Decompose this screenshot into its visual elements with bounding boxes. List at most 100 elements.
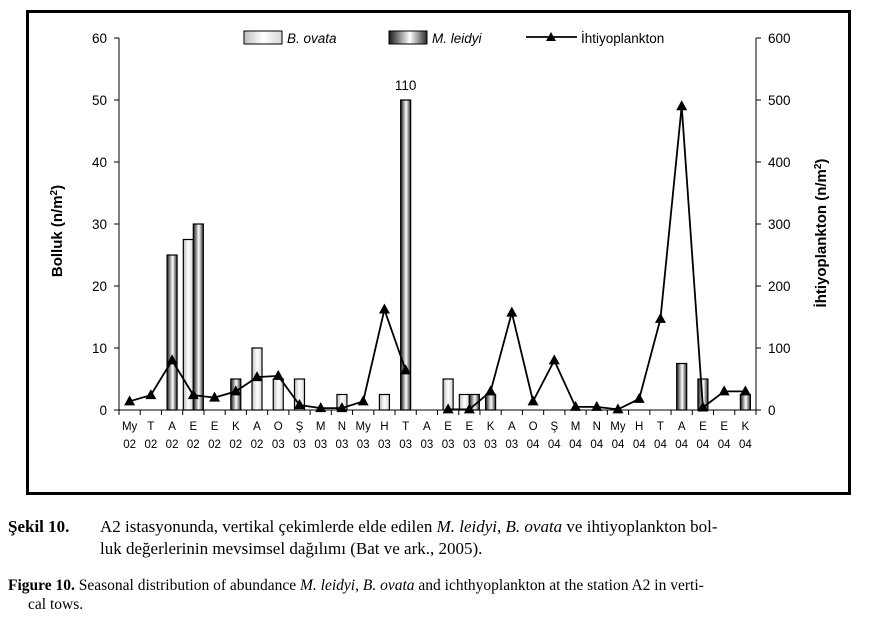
right-tick-label: 0	[768, 403, 776, 418]
point-ihtiyoplankton	[527, 395, 539, 406]
legend-marker-ihtiyoplankton	[546, 32, 556, 41]
caption-tr-text-2: ,	[497, 517, 506, 536]
point-ihtiyoplankton	[485, 385, 497, 396]
x-tick-label-month: E	[189, 421, 197, 433]
x-tick-label-year: 02	[187, 439, 200, 451]
x-tick-label-month: My	[356, 421, 372, 433]
point-ihtiyoplankton	[272, 369, 284, 380]
figure-frame: 0 10 20 30 40 50 60 0 100 200 300 400 500 600 My 02 T 02 A…	[26, 10, 851, 495]
x-tick-label-year: 03	[314, 439, 327, 451]
caption-turkish: Şekil 10. A2 istasyonunda, vertikal çekim…	[8, 516, 868, 560]
legend-label-b-ovata: B. ovata	[287, 31, 337, 46]
bar-m-leidyi	[739, 393, 751, 411]
caption-en-text-3: and ichthyoplankton at the station A2 in…	[414, 577, 704, 594]
x-tick-label-month: E	[699, 421, 707, 433]
caption-tr-species-1: M. leidyi	[436, 517, 498, 536]
bars-layer	[166, 99, 751, 411]
x-tick-label-year: 03	[336, 439, 349, 451]
legend-label-ihtiyoplankton: İhtiyoplankton	[581, 31, 664, 46]
point-ihtiyoplankton	[548, 354, 560, 365]
right-tick-label: 100	[768, 341, 791, 356]
x-tick-label-month: A	[253, 421, 261, 433]
right-tick-label: 500	[768, 93, 791, 108]
x-tick-label-year: 03	[463, 439, 476, 451]
x-tick-label-year: 04	[654, 439, 667, 451]
x-tick-label-year: 03	[505, 439, 518, 451]
point-ihtiyoplankton	[251, 371, 263, 382]
caption-tr-line-2: luk değerlerinin mevsimsel dağılımı (Bat…	[100, 539, 483, 558]
right-tick-label: 200	[768, 279, 791, 294]
x-tick-label-month: A	[508, 421, 516, 433]
bar-b-ovata	[272, 378, 284, 411]
x-tick-label-month: H	[635, 421, 643, 433]
x-tick-label-year: 03	[442, 439, 455, 451]
x-tick-label-month: O	[529, 421, 538, 433]
bar-m-leidyi	[192, 223, 204, 411]
x-tick-label-month: Ş	[296, 421, 304, 433]
x-tick-label-year: 02	[251, 439, 264, 451]
x-tick-label-month: A	[423, 421, 431, 433]
x-tick-label-year: 04	[675, 439, 688, 451]
bar-b-ovata	[293, 378, 306, 411]
bar-b-ovata	[378, 393, 391, 411]
x-tick-label-month: K	[232, 421, 240, 433]
point-ihtiyoplankton	[293, 399, 305, 410]
caption-en-line-2: cal tows.	[28, 596, 84, 613]
caption-en-species-1: M. leidyi	[300, 577, 356, 594]
x-tick-label-month: N	[593, 421, 601, 433]
x-tick-label-year: 04	[569, 439, 582, 451]
x-tick-label-month: T	[147, 421, 154, 433]
x-tick-label-month: T	[402, 421, 409, 433]
point-ihtiyoplankton	[187, 389, 199, 400]
x-tick-label-month: My	[610, 421, 626, 433]
x-tick-label-year: 02	[144, 439, 157, 451]
point-ihtiyoplankton	[612, 403, 624, 414]
point-ihtiyoplankton	[336, 402, 348, 413]
caption-english: Figure 10. Seasonal distribution of abun…	[8, 576, 868, 614]
legend-swatch-m-leidyi	[388, 30, 428, 45]
x-tick-label-year: 04	[527, 439, 540, 451]
point-ihtiyoplankton	[633, 392, 645, 403]
legend-swatch-b-ovata	[243, 30, 283, 45]
caption-en-text-1: Seasonal distribution of abundance	[74, 577, 301, 594]
x-tick-label-year: 04	[548, 439, 561, 451]
left-tick-label: 30	[92, 217, 107, 232]
x-tick-label-month: E	[444, 421, 452, 433]
line-layer	[124, 100, 751, 414]
point-ihtiyoplankton	[400, 364, 412, 375]
x-tick-label-year: 02	[123, 439, 136, 451]
bar-m-leidyi	[400, 99, 412, 411]
x-tick-label-month: K	[487, 421, 495, 433]
point-ihtiyoplankton	[209, 391, 221, 402]
point-ihtiyoplankton	[676, 100, 688, 111]
right-axis-title: İhtiyoplankton (n/m2)	[813, 159, 831, 308]
x-tick-label-month: M	[571, 421, 581, 433]
x-tick-label-month: E	[466, 421, 474, 433]
x-tick-label-month: A	[168, 421, 176, 433]
x-tick-label-month: O	[274, 421, 283, 433]
point-ihtiyoplankton	[124, 395, 136, 406]
left-tick-label: 60	[92, 31, 107, 46]
x-tick-label-month: E	[211, 421, 219, 433]
point-ihtiyoplankton	[718, 385, 730, 396]
x-tick-label-year: 03	[420, 439, 433, 451]
x-tick-label-year: 04	[633, 439, 646, 451]
labels-layer: 01020304050600100200300400500600My02T02A…	[92, 31, 791, 451]
legend-label-m-leidyi: M. leidyi	[432, 31, 483, 46]
x-tick-label-year: 02	[229, 439, 242, 451]
x-tick-label-year: 03	[293, 439, 306, 451]
x-tick-label-year: 04	[612, 439, 625, 451]
bar-m-leidyi	[484, 393, 497, 411]
caption-tr-species-2: B. ovata	[505, 517, 563, 536]
x-tick-label-year: 02	[208, 439, 221, 451]
left-tick-label: 0	[99, 403, 107, 418]
x-tick-label-month: A	[678, 421, 686, 433]
left-tick-label: 50	[92, 93, 107, 108]
x-tick-label-year: 04	[697, 439, 710, 451]
left-tick-label: 10	[92, 341, 107, 356]
point-ihtiyoplankton	[166, 354, 178, 365]
chart: 01020304050600100200300400500600My02T02A…	[49, 30, 831, 451]
right-tick-label: 300	[768, 217, 791, 232]
point-ihtiyoplankton	[315, 402, 327, 413]
point-ihtiyoplankton	[357, 395, 369, 406]
